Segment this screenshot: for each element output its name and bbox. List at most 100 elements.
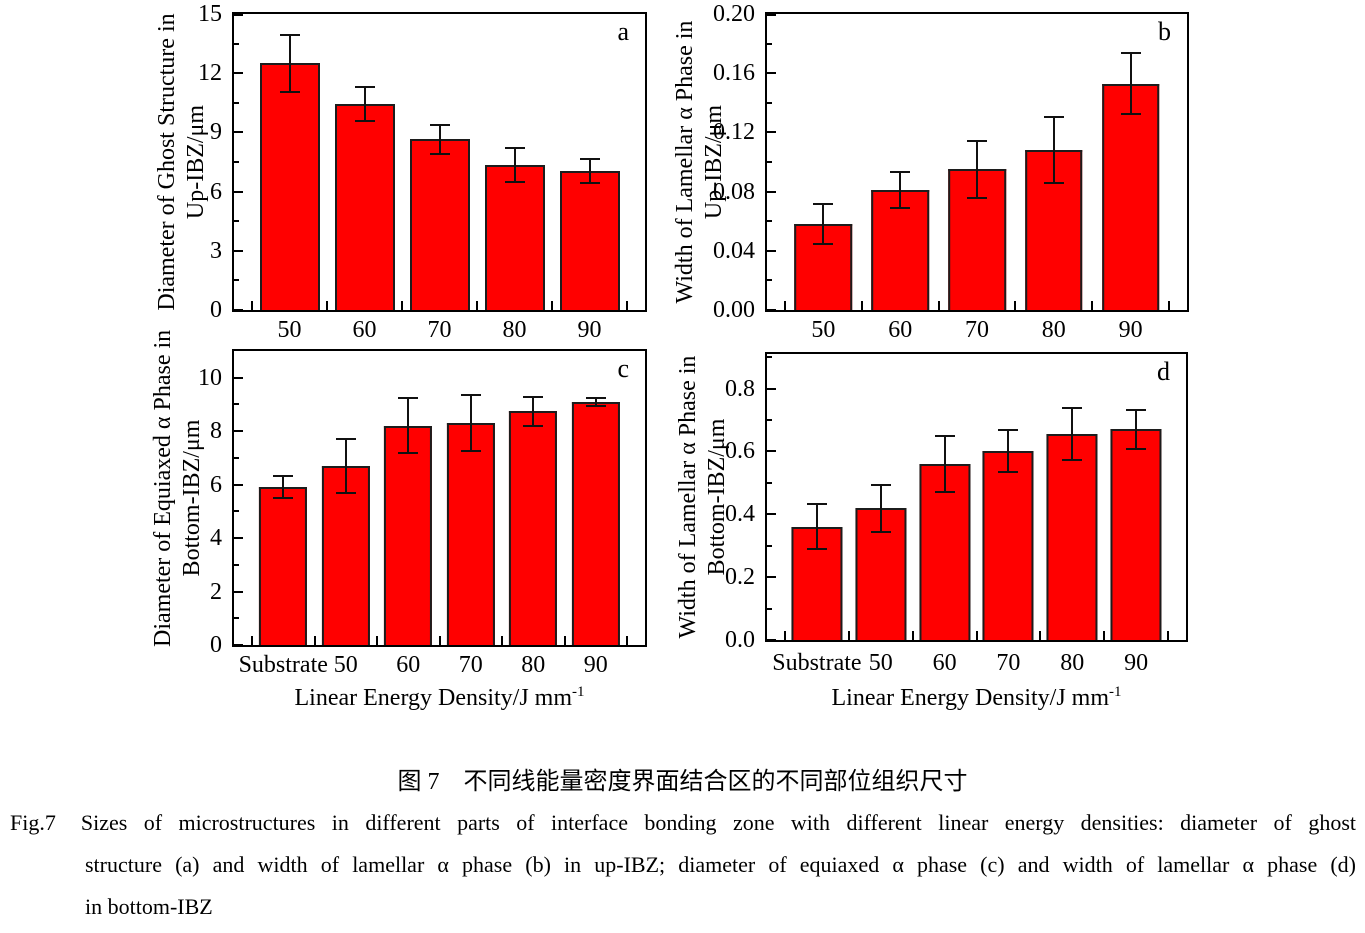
y-tick-label: 8 [210, 418, 222, 445]
error-bar-line [815, 503, 818, 551]
y-minor-tick [767, 279, 772, 282]
bar-cell-90 [1092, 14, 1169, 310]
error-bar-cap-bottom [1043, 182, 1064, 185]
y-major-tick [767, 131, 776, 134]
y-tick-label: 0.04 [713, 237, 755, 264]
x-tick-label-60: 60 [352, 317, 377, 343]
error-bar-cap-top [1120, 52, 1141, 55]
y-tick-label: 15 [198, 1, 222, 27]
y-tick-label: 6 [210, 178, 222, 205]
error-bar-cap-top [1062, 407, 1083, 410]
error-bar-cap-bottom [1062, 458, 1083, 461]
bar-cell-80 [477, 14, 552, 310]
error-bar-line [588, 158, 591, 184]
y-minor-tick [767, 101, 772, 104]
error-bar-cap-bottom [429, 153, 450, 156]
bar-cell-90 [1104, 354, 1168, 640]
y-minor-tick [234, 510, 239, 513]
error-bar-cap-bottom [460, 450, 481, 453]
x-axis-tick [937, 301, 940, 310]
x-axis-tick [501, 636, 503, 645]
error-bar-cap-top [579, 158, 600, 161]
error-bar-cap-top [279, 33, 300, 36]
y-major-tick [234, 430, 243, 433]
error-bar-line [532, 395, 535, 427]
x-tick-label-90: 90 [583, 652, 608, 678]
error-bar-c-50 [335, 437, 356, 494]
y-major-tick [767, 450, 776, 453]
error-bar-line [363, 86, 366, 122]
error-bar-cap-top [870, 483, 891, 486]
error-bar-cap-bottom [1120, 112, 1141, 115]
y-major-tick [767, 639, 776, 641]
error-bar-line [899, 170, 902, 210]
error-bar-line [1135, 409, 1138, 450]
bar-c-70 [446, 423, 495, 645]
x-tick-label-70: 70 [996, 650, 1021, 676]
error-bar-cap-top [354, 86, 375, 89]
error-bar-a-70 [429, 123, 450, 156]
error-bar-cap-bottom [504, 180, 525, 183]
y-minor-tick [234, 161, 239, 163]
error-bar-line [469, 394, 472, 453]
error-bar-b-70 [966, 139, 987, 199]
panel-letter-b: b [1158, 17, 1171, 46]
error-bar-d-80 [1062, 407, 1083, 461]
y-major-tick [234, 590, 243, 593]
x-tick-label-50: 50 [868, 650, 893, 676]
y-major-tick [234, 249, 243, 252]
error-bar-b-50 [813, 203, 834, 245]
bar-cells [234, 14, 645, 310]
y-tick-label: 0.6 [725, 438, 755, 465]
error-bar-cap-bottom [579, 181, 600, 184]
x-axis-tick [551, 301, 553, 310]
error-bar-d-50 [870, 483, 891, 533]
y-minor-tick [767, 419, 772, 421]
y-major-tick [234, 309, 243, 311]
x-axis-tick [326, 301, 328, 310]
error-bar-cap-bottom [806, 548, 827, 551]
x-axis-tick [376, 636, 378, 645]
figure-caption-en-line2: structure (a) and width of lamellar α ph… [85, 852, 1356, 877]
error-bar-line [1071, 407, 1074, 461]
chart-c-x-axis-title-exponent: -1 [572, 684, 585, 700]
bar-cell-80 [1040, 354, 1104, 640]
x-tick-label-50: 50 [811, 317, 836, 343]
x-tick-label-50: 50 [277, 317, 302, 343]
x-axis-tick [1039, 631, 1042, 640]
error-bar-cap-bottom [354, 119, 375, 122]
error-bar-c-80 [523, 395, 544, 427]
chart-a-y-axis-title-line1: Diameter of Ghost Structure in [154, 13, 180, 311]
error-bar-cap-bottom [870, 530, 891, 533]
bar-cell-50 [315, 351, 378, 645]
x-tick-label-80: 80 [1060, 650, 1085, 676]
figure-caption-zh: 图 7 不同线能量密度界面结合区的不同部位组织尺寸 [397, 769, 968, 795]
bar-cell-50 [252, 14, 327, 310]
chart-a-plot-area: a [232, 12, 647, 312]
bar-cells [767, 354, 1186, 640]
y-minor-tick [234, 279, 239, 282]
y-major-tick [767, 190, 776, 193]
error-bar-line [282, 475, 285, 500]
bar-b-90 [1101, 83, 1160, 310]
error-bar-line [513, 147, 516, 183]
x-tick-label-60: 60 [888, 317, 913, 343]
chart-d-x-axis-title-text: Linear Energy Density/J mm [831, 685, 1110, 711]
error-bar-d-Substrate [806, 503, 827, 551]
y-minor-tick [767, 481, 772, 484]
error-bar-cap-top [966, 139, 987, 142]
x-axis-tick [975, 631, 978, 640]
x-axis-tick [784, 301, 786, 310]
error-bar-cap-top [934, 434, 955, 437]
error-bar-cap-bottom [335, 492, 356, 494]
bar-cell-60 [327, 14, 402, 310]
bar-d-90 [1110, 429, 1162, 640]
y-major-tick [767, 249, 776, 252]
figure-caption-en-line1-text: Sizes of microstructures in different pa… [80, 810, 1356, 835]
error-bar-line [1129, 52, 1132, 115]
y-tick-label: 6 [210, 471, 222, 498]
y-major-tick [767, 309, 776, 311]
figure-caption-en: Fig.7 Sizes of microstructures in differe… [10, 802, 1356, 928]
y-tick-label: 0.0 [725, 627, 755, 653]
